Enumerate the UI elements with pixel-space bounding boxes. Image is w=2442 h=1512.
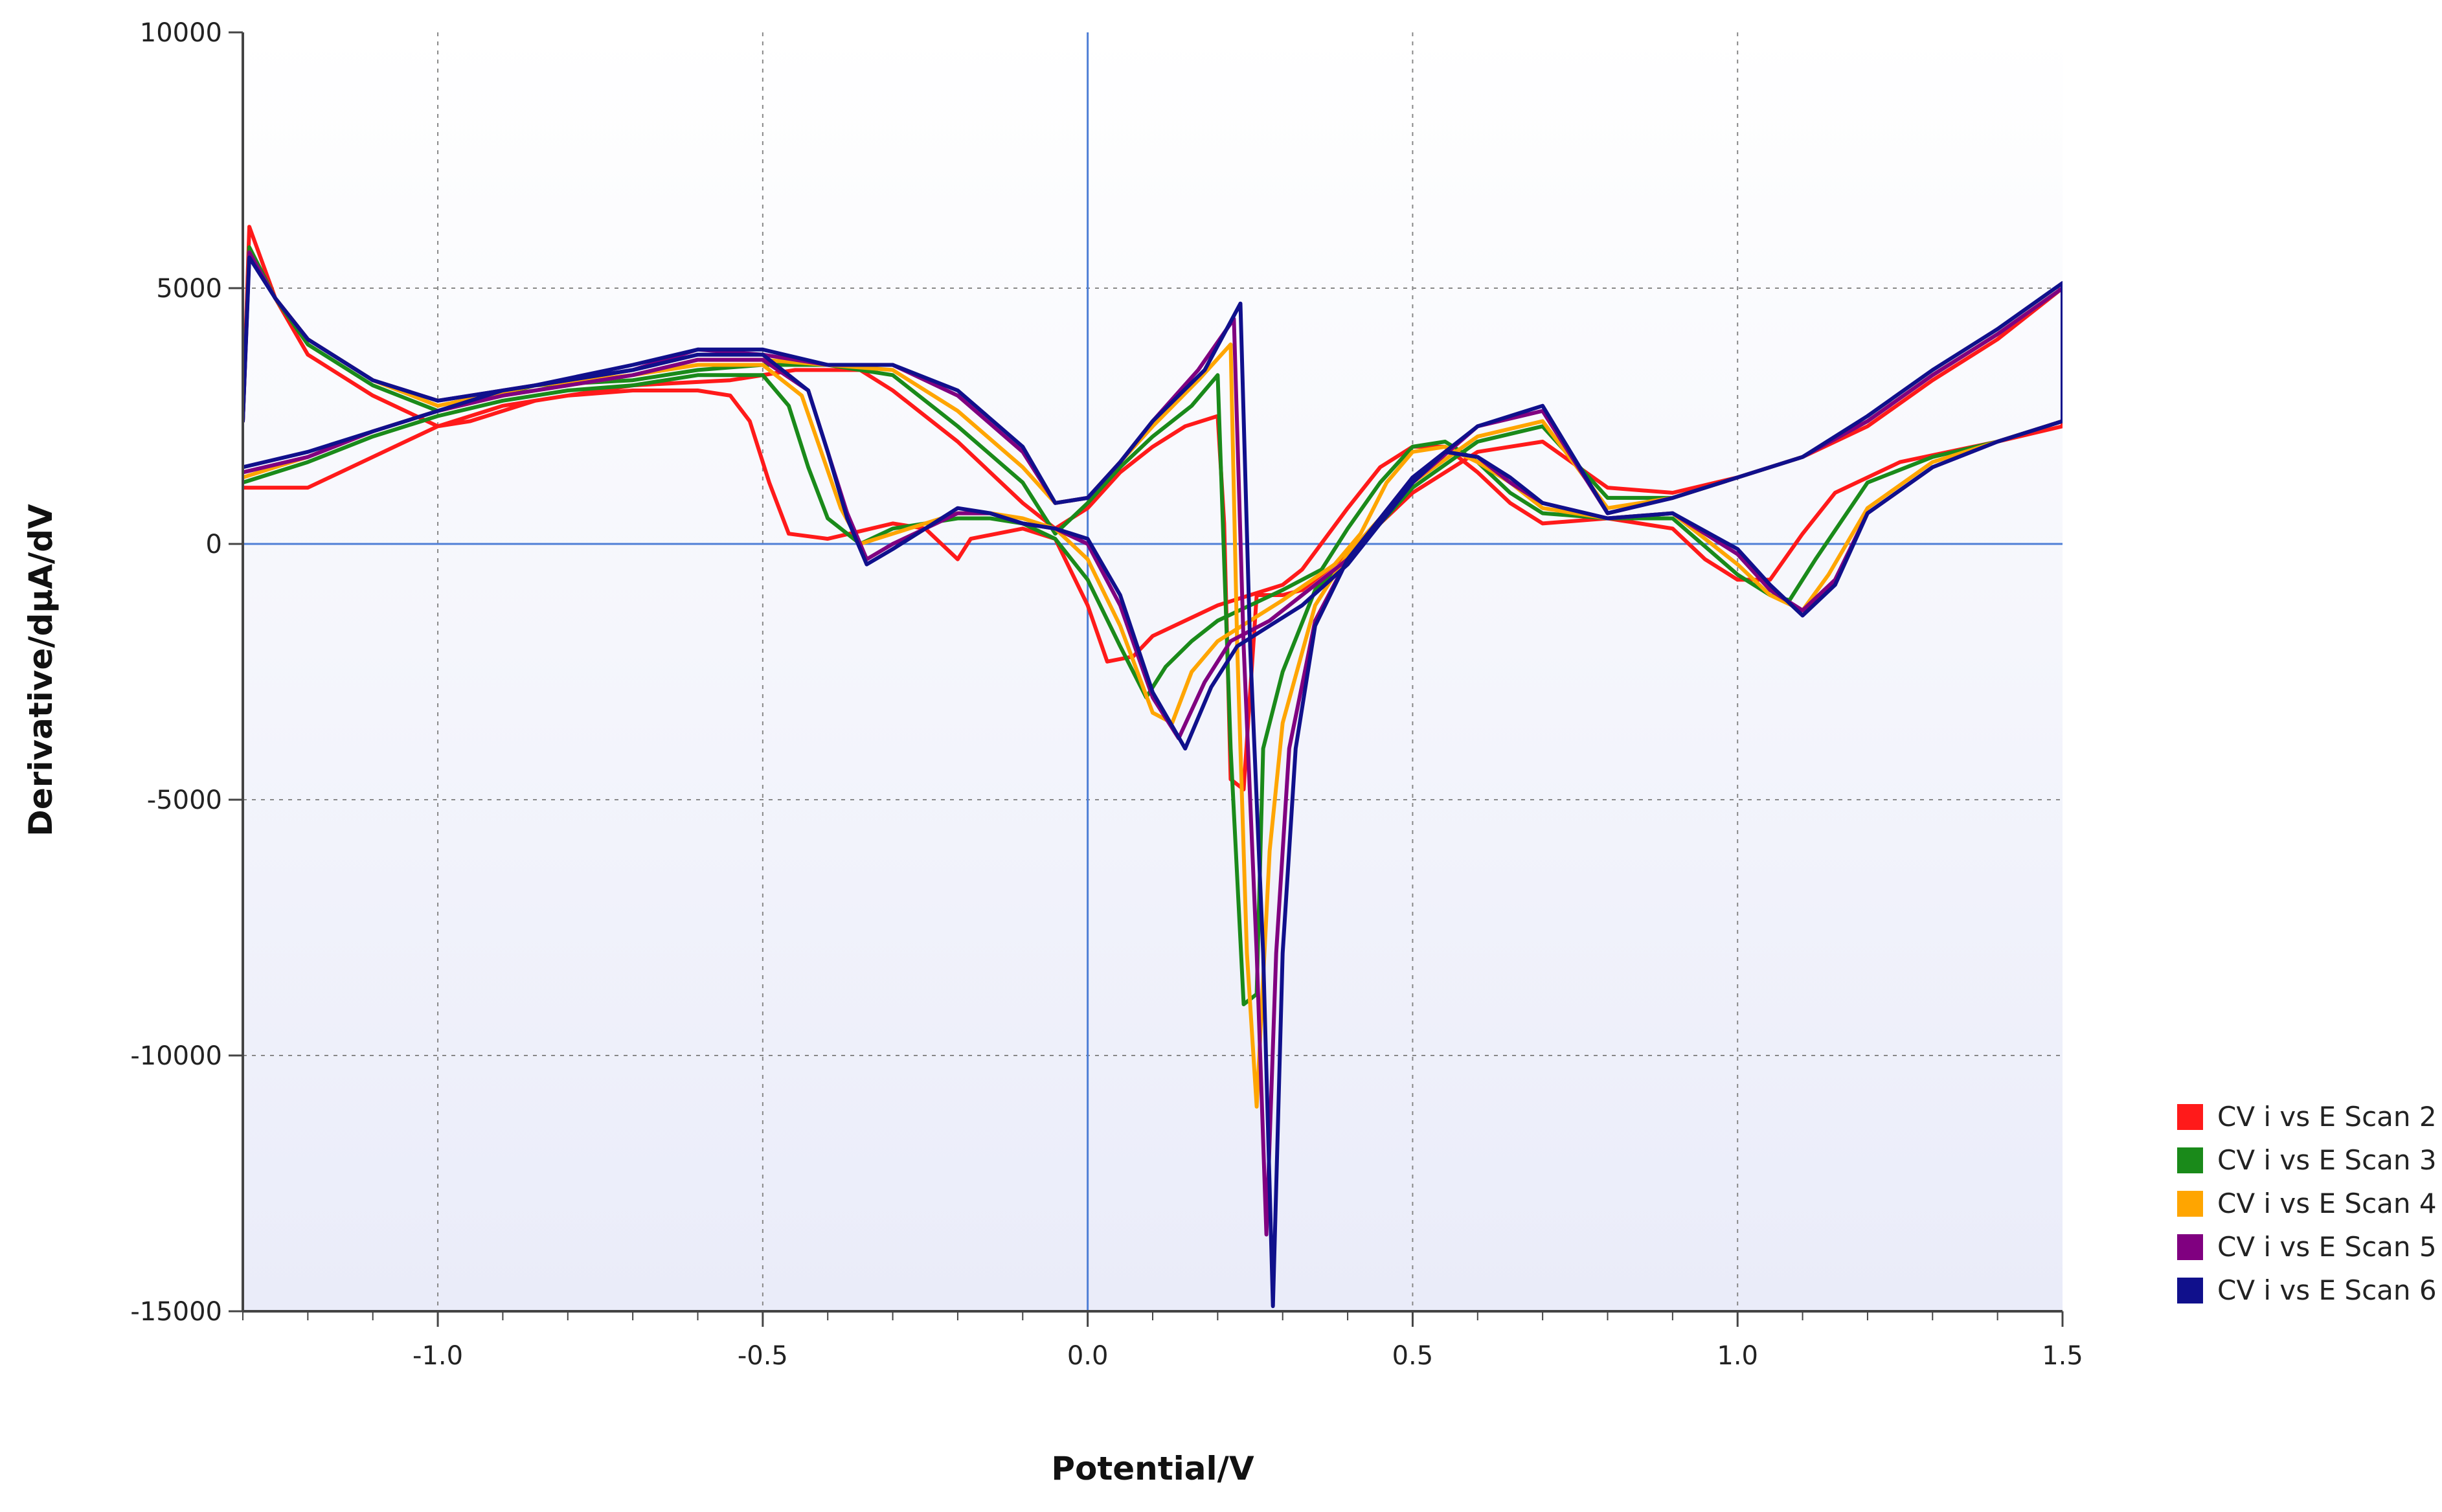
legend-swatch xyxy=(2177,1104,2203,1130)
x-tick-label: 0.5 xyxy=(1392,1341,1434,1371)
legend-swatch xyxy=(2177,1278,2203,1303)
x-tick-label: 0.0 xyxy=(1067,1341,1109,1371)
series-line-scan-6 xyxy=(243,255,2063,1309)
y-tick-label: -10000 xyxy=(130,1041,222,1071)
legend-label: CV i vs E Scan 6 xyxy=(2217,1274,2437,1306)
y-tick-label: 10000 xyxy=(140,18,222,48)
y-tick-label: -15000 xyxy=(130,1297,222,1327)
legend-label: CV i vs E Scan 4 xyxy=(2217,1188,2437,1219)
legend-label: CV i vs E Scan 3 xyxy=(2217,1144,2437,1176)
x-tick-label: 1.5 xyxy=(2042,1341,2083,1371)
legend: CV i vs E Scan 2 CV i vs E Scan 3 CV i vs … xyxy=(2177,1101,2437,1306)
series-line-scan-2 xyxy=(243,225,2063,792)
legend-swatch xyxy=(2177,1147,2203,1173)
legend-swatch xyxy=(2177,1191,2203,1217)
series-lines xyxy=(243,225,2063,1309)
y-axis-ticks: -15000 -10000 -5000 0 5000 10000 xyxy=(130,18,243,1327)
y-tick-label: 0 xyxy=(206,530,222,559)
x-tick-label: -1.0 xyxy=(413,1341,463,1371)
y-axis-title: Derivative/dμA/dV xyxy=(22,504,60,837)
legend-swatch xyxy=(2177,1234,2203,1260)
y-tick-label: -5000 xyxy=(147,785,222,815)
x-axis-title: Potential/V xyxy=(1051,1450,1254,1487)
grid-lines xyxy=(243,32,2063,1311)
x-tick-label: -0.5 xyxy=(738,1341,788,1371)
x-axis-ticks: -1.0 -0.5 0.0 0.5 1.0 1.5 xyxy=(242,1311,2083,1371)
legend-label: CV i vs E Scan 5 xyxy=(2217,1231,2437,1263)
legend-label: CV i vs E Scan 2 xyxy=(2217,1101,2437,1133)
plot-area xyxy=(243,32,2063,1311)
y-tick-label: 5000 xyxy=(156,274,222,304)
zero-lines xyxy=(243,32,2063,1311)
x-tick-label: 1.0 xyxy=(1717,1341,1758,1371)
